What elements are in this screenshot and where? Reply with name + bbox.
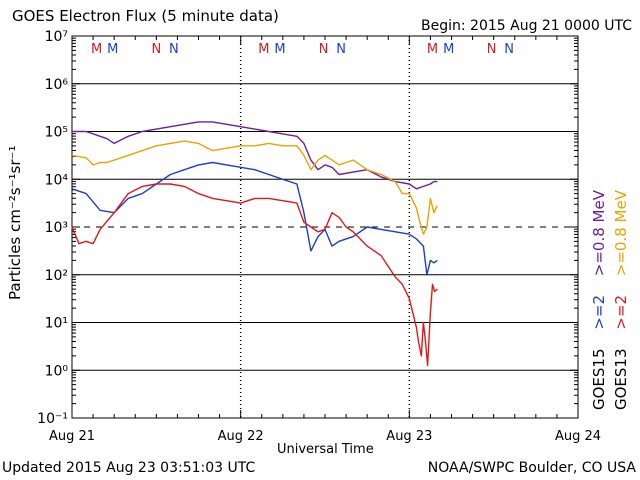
marker-label: M	[107, 42, 118, 57]
marker-label: M	[91, 42, 102, 57]
x-axis-label: Universal Time	[277, 442, 374, 457]
y-tick-label: 10¹	[45, 316, 68, 332]
legend-goes13-sat: GOES13	[612, 348, 630, 410]
legend-goes13-gt08: >=0.8 MeV	[612, 190, 630, 277]
series-line	[72, 121, 438, 190]
marker-label: M	[258, 42, 269, 57]
marker-label: N	[336, 42, 346, 57]
x-tick-label: Aug 23	[386, 429, 432, 444]
y-tick-label: 10⁻¹	[37, 411, 68, 427]
legend-goes13: GOES13 >=2 >=0.8 MeV	[612, 190, 630, 410]
marker-label: N	[487, 42, 497, 57]
legend-goes15-sat: GOES15	[590, 348, 608, 410]
x-tick-label: Aug 21	[49, 429, 95, 444]
x-tick-label: Aug 22	[218, 429, 264, 444]
y-tick-label: 10³	[45, 220, 68, 236]
series-line	[71, 161, 438, 276]
y-tick-label: 10²	[45, 268, 68, 284]
marker-label: N	[504, 42, 514, 57]
legend-goes13-gt2: >=2	[612, 295, 630, 330]
series-line	[71, 140, 439, 235]
y-tick-label: 10⁷	[45, 29, 68, 45]
legend-goes15-gt2: >=2	[590, 295, 608, 330]
y-tick-label: 10⁴	[45, 172, 69, 188]
marker-label: M	[274, 42, 285, 57]
marker-label: M	[427, 42, 438, 57]
legend-goes15-gt08: >=0.8 MeV	[590, 190, 608, 277]
x-tick-label: Aug 24	[555, 429, 601, 444]
y-tick-label: 10⁰	[45, 363, 69, 379]
series-line	[71, 183, 438, 367]
marker-label: M	[443, 42, 454, 57]
y-tick-label: 10⁶	[45, 77, 69, 93]
credit-text: NOAA/SWPC Boulder, CO USA	[427, 460, 636, 476]
y-axis-label: Particles cm⁻²s⁻¹sr⁻¹	[6, 145, 24, 300]
legend-goes15: GOES15 >=2 >=0.8 MeV	[590, 190, 608, 410]
begin-time: Begin: 2015 Aug 21 0000 UTC	[421, 18, 632, 34]
chart-title: GOES Electron Flux (5 minute data)	[12, 7, 279, 25]
marker-label: N	[319, 42, 329, 57]
marker-label: N	[151, 42, 161, 57]
y-tick-label: 10⁵	[45, 125, 68, 141]
marker-label: N	[169, 42, 179, 57]
updated-timestamp: Updated 2015 Aug 23 03:51:03 UTC	[2, 460, 256, 476]
